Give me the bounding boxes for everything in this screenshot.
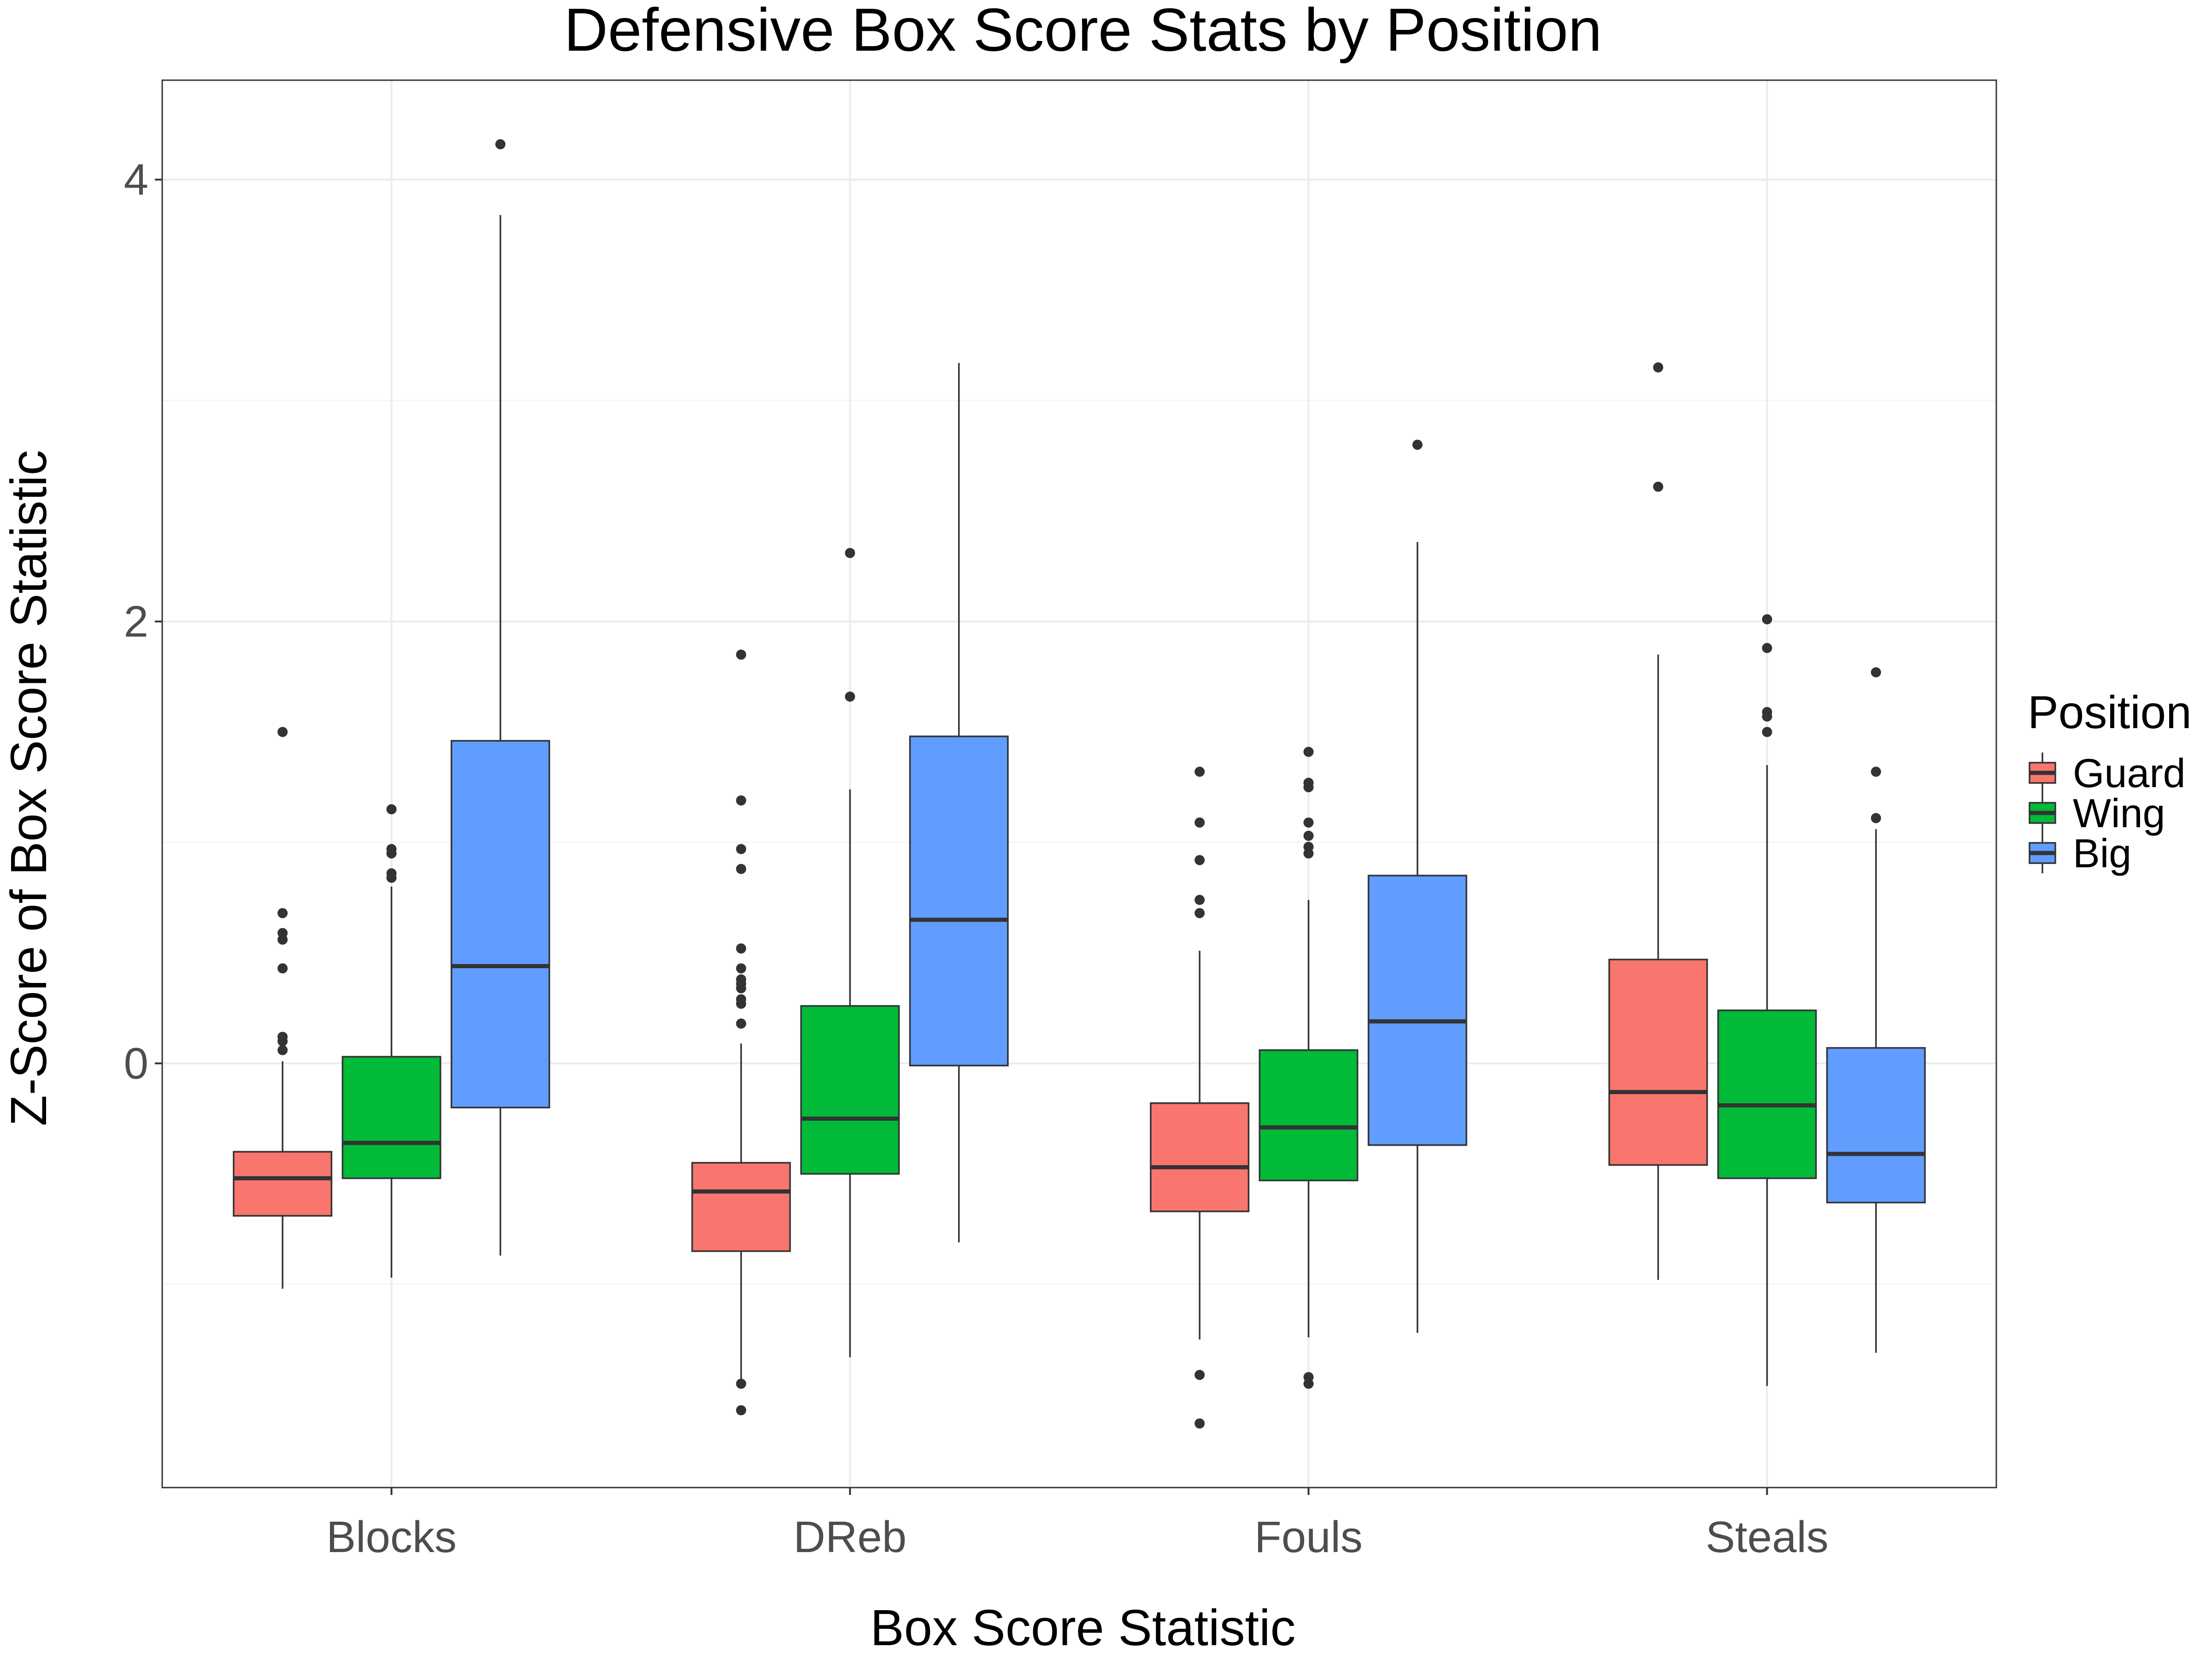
iqr-box: [909, 735, 1009, 1067]
iqr-box: [1259, 1049, 1359, 1182]
x-tick-label: Blocks: [326, 1512, 457, 1562]
panel-border: [161, 79, 1997, 1488]
box-big-fouls: [1367, 440, 1467, 1333]
outlier-point: [277, 727, 288, 737]
outlier-point: [736, 1378, 747, 1389]
outlier-point: [1653, 482, 1664, 492]
outlier-point: [736, 844, 747, 854]
outlier-point: [1194, 908, 1205, 918]
outlier-point: [1194, 817, 1205, 828]
iqr-box: [1608, 959, 1708, 1166]
box-wing-steals: [1717, 614, 1817, 1386]
outlier-point: [1194, 1418, 1205, 1429]
outlier-point: [1871, 766, 1881, 777]
outlier-point: [1303, 848, 1314, 859]
outlier-point: [736, 864, 747, 874]
box-wing-blocks: [341, 804, 441, 1278]
outlier-point: [495, 139, 506, 150]
outlier-point: [845, 691, 855, 702]
outlier-point: [736, 963, 747, 974]
iqr-box: [691, 1162, 791, 1252]
outlier-point: [1303, 1378, 1314, 1389]
box-guard-fouls: [1150, 766, 1250, 1429]
y-axis-title: Z-Score of Box Score Statistic: [0, 450, 57, 1126]
box-guard-dreb: [691, 649, 791, 1416]
box-wing-dreb: [800, 547, 900, 1358]
x-tick-label: Fouls: [1254, 1512, 1363, 1562]
iqr-box: [233, 1151, 333, 1217]
outlier-point: [1871, 813, 1881, 824]
box-guard-steals: [1608, 362, 1708, 1280]
iqr-box: [800, 1005, 900, 1175]
outlier-point: [1653, 362, 1664, 373]
outlier-point: [1762, 614, 1772, 624]
outlier-point: [1194, 894, 1205, 905]
box-big-dreb: [909, 363, 1009, 1242]
outlier-point: [277, 963, 288, 974]
axis-layer: 0 2 4 Blocks DReb Fouls Steals: [124, 155, 1829, 1562]
legend-title: Position: [2028, 687, 2192, 738]
x-axis-title: Box Score Statistic: [870, 1600, 1295, 1656]
outlier-point: [1194, 855, 1205, 865]
outlier-point: [277, 908, 288, 918]
outlier-point: [1303, 747, 1314, 757]
x-tick-label: Steals: [1706, 1512, 1829, 1562]
chart-title: Defensive Box Score Stats by Position: [564, 0, 1602, 64]
outlier-point: [736, 943, 747, 954]
outlier-point: [386, 804, 397, 815]
outlier-point: [1871, 667, 1881, 677]
box-wing-fouls: [1259, 747, 1359, 1389]
y-tick-label: 0: [124, 1039, 148, 1088]
outlier-point: [736, 999, 747, 1009]
outlier-point: [386, 848, 397, 859]
outlier-point: [736, 983, 747, 994]
iqr-box: [341, 1056, 441, 1179]
outlier-point: [277, 935, 288, 945]
legend-key-big: Big: [2029, 830, 2131, 876]
outlier-point: [736, 649, 747, 660]
outlier-point: [845, 547, 855, 558]
y-tick-label: 2: [124, 597, 148, 647]
iqr-box: [1826, 1047, 1926, 1204]
box-guard-blocks: [233, 727, 333, 1289]
plot-panel: [162, 80, 1996, 1488]
iqr-box: [1150, 1102, 1250, 1212]
iqr-box: [1367, 875, 1467, 1146]
box-big-blocks: [450, 139, 550, 1256]
legend-key-wing: Wing: [2029, 790, 2165, 836]
outlier-point: [736, 1018, 747, 1029]
box-big-steals: [1826, 667, 1926, 1353]
legend-label-wing: Wing: [2073, 790, 2165, 836]
legend-label-big: Big: [2073, 830, 2131, 876]
outlier-point: [1303, 817, 1314, 828]
outlier-point: [736, 1405, 747, 1416]
outlier-point: [277, 1036, 288, 1047]
y-tick-label: 4: [124, 155, 148, 205]
iqr-box: [1717, 1009, 1817, 1179]
outlier-point: [1762, 711, 1772, 722]
outlier-point: [1762, 643, 1772, 653]
outlier-point: [1412, 440, 1423, 450]
grid-layer: [162, 80, 1996, 1488]
legend-label-guard: Guard: [2073, 750, 2186, 796]
legend-key-guard: Guard: [2029, 750, 2186, 796]
outlier-point: [277, 1045, 288, 1055]
outlier-point: [1303, 782, 1314, 793]
iqr-box: [450, 740, 550, 1109]
outlier-point: [1194, 766, 1205, 777]
outlier-point: [1194, 1370, 1205, 1380]
outlier-point: [1762, 727, 1772, 737]
outlier-point: [386, 872, 397, 883]
outlier-point: [1303, 830, 1314, 841]
outlier-point: [736, 795, 747, 806]
box-layer: [233, 139, 1926, 1429]
x-tick-label: DReb: [794, 1512, 906, 1562]
